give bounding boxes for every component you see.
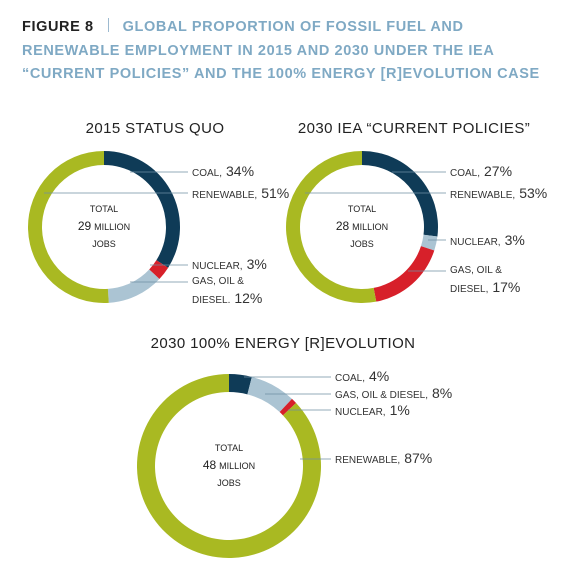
category-label: COAL, [450, 168, 481, 179]
value-label: 3% [504, 232, 525, 248]
donut-segment [28, 151, 109, 303]
center-top: TOTAL [214, 443, 244, 453]
center-unit: MILLION [352, 222, 389, 232]
donut-segment [362, 151, 439, 237]
value-label: 3% [246, 256, 267, 272]
donut-segment [286, 151, 377, 303]
data-label: GAS, OIL & DIESEL, 17% [450, 262, 540, 298]
center-unit: MILLION [94, 222, 131, 232]
donut-segment [107, 269, 160, 303]
data-label: RENEWABLE, 53% [450, 185, 547, 204]
figure-label: FIGURE 8 [22, 19, 94, 35]
category-label: NUCLEAR, [450, 237, 501, 248]
chart-title: 2030 100% ENERGY [R]EVOLUTION [150, 335, 416, 352]
center-label: TOTAL 29 MILLION JOBS [78, 201, 130, 253]
center-total: 48 MILLION [203, 457, 255, 475]
center-total: 29 MILLION [78, 218, 130, 236]
center-number: 28 [335, 219, 350, 233]
data-label: RENEWABLE, 87% [335, 450, 535, 469]
donut-segment [373, 246, 435, 302]
category-label: COAL, [335, 373, 366, 384]
donut-segment [420, 234, 438, 251]
center-bottom: JOBS [350, 239, 374, 249]
header: FIGURE 8 GLOBAL PROPORTION OF FOSSIL FUEL… [22, 16, 550, 87]
figure-title: GLOBAL PROPORTION OF FOSSIL FUEL AND REN… [22, 19, 540, 82]
category-label: NUCLEAR, [192, 261, 243, 272]
center-number: 29 [77, 219, 92, 233]
value-label: 51% [261, 185, 290, 201]
value-label: 12% [234, 290, 263, 306]
category-label: RENEWABLE, [335, 455, 401, 466]
value-label: 34% [226, 163, 255, 179]
value-label: 27% [484, 163, 513, 179]
category-label: COAL, [192, 168, 223, 179]
category-label: GAS, OIL & DIESEL, [450, 265, 502, 295]
donut-segment [279, 398, 297, 416]
center-label: TOTAL 48 MILLION JOBS [203, 440, 255, 492]
data-label: GAS, OIL & DIESEL. 12% [192, 273, 282, 309]
category-label: RENEWABLE, [192, 190, 258, 201]
data-label: NUCLEAR, 3% [192, 256, 292, 275]
center-bottom: JOBS [217, 478, 241, 488]
data-label: RENEWABLE, 51% [192, 185, 289, 204]
center-bottom: JOBS [92, 239, 116, 249]
chart-title: 2015 STATUS QUO [85, 120, 225, 137]
value-label: 53% [519, 185, 548, 201]
data-label: COAL, 4% [335, 368, 535, 387]
center-number: 48 [202, 458, 217, 472]
center-label: TOTAL 28 MILLION JOBS [336, 201, 388, 253]
donut-segment [247, 376, 292, 413]
center-top: TOTAL [89, 204, 119, 214]
value-label: 87% [404, 450, 433, 466]
category-label: NUCLEAR, [335, 407, 386, 418]
value-label: 8% [432, 385, 453, 401]
data-label: NUCLEAR, 1% [335, 402, 535, 421]
center-top: TOTAL [347, 204, 377, 214]
category-label: GAS, OIL & DIESEL, [335, 390, 428, 401]
center-unit: MILLION [219, 461, 256, 471]
data-label: GAS, OIL & DIESEL, 8% [335, 385, 535, 404]
data-label: COAL, 34% [192, 163, 292, 182]
chart-title: 2030 IEA “CURRENT POLICIES” [297, 120, 531, 137]
value-label: 17% [492, 279, 521, 295]
donut-segment [229, 374, 252, 395]
category-label: RENEWABLE, [450, 190, 516, 201]
data-label: COAL, 27% [450, 163, 550, 182]
value-label: 4% [369, 368, 390, 384]
category-label: GAS, OIL & DIESEL. [192, 276, 244, 306]
donut-segment [104, 151, 180, 268]
data-label: NUCLEAR, 3% [450, 232, 550, 251]
value-label: 1% [389, 402, 410, 418]
center-total: 28 MILLION [336, 218, 388, 236]
separator [107, 18, 109, 32]
